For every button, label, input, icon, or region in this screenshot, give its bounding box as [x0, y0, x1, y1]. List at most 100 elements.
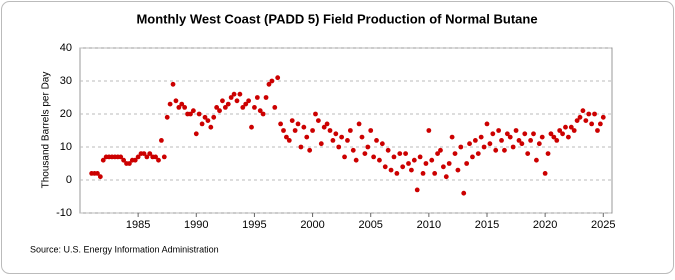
data-point [563, 124, 568, 130]
data-point [272, 105, 278, 110]
data-point [231, 91, 237, 97]
data-point [234, 98, 240, 104]
y-tick-label: -10 [56, 207, 72, 219]
data-point [519, 141, 525, 147]
data-point [487, 141, 493, 147]
data-point [470, 154, 475, 160]
data-point [254, 95, 260, 100]
x-tick-label: 2025 [591, 219, 615, 231]
data-point [440, 164, 446, 170]
data-point [379, 141, 385, 147]
data-point [286, 138, 292, 143]
data-point [327, 128, 333, 133]
data-point [394, 171, 400, 176]
data-point [597, 121, 603, 127]
data-point [557, 128, 563, 133]
data-point [510, 144, 516, 150]
data-point [193, 131, 199, 137]
data-point [310, 128, 315, 133]
data-point [493, 147, 499, 153]
data-point [190, 108, 196, 114]
data-point [368, 128, 374, 133]
data-point [507, 134, 513, 140]
y-tick-label: 30 [60, 75, 72, 87]
data-point [481, 144, 487, 150]
data-point [458, 144, 464, 150]
data-point [478, 134, 484, 140]
data-point [475, 151, 481, 157]
data-point [600, 114, 606, 120]
data-point [127, 161, 132, 166]
data-point [467, 141, 472, 147]
y-axis-label: Thousand Barrels per Day [41, 72, 52, 189]
data-point [409, 167, 414, 173]
data-point [266, 81, 272, 87]
data-point [350, 147, 356, 153]
data-point [414, 187, 420, 193]
data-point [539, 134, 545, 140]
data-point [144, 154, 150, 160]
data-point [333, 131, 339, 137]
data-point [315, 118, 321, 123]
data-point [586, 111, 592, 117]
data-point [321, 124, 327, 130]
data-point [167, 101, 173, 107]
data-point [502, 147, 507, 153]
data-point [97, 174, 103, 180]
data-point [411, 157, 417, 163]
data-point [571, 128, 577, 133]
data-point [222, 105, 228, 110]
data-point [179, 101, 185, 107]
y-tick-label: 0 [66, 174, 72, 186]
data-point [188, 111, 193, 117]
data-point [118, 154, 124, 160]
data-point [170, 81, 176, 87]
data-point [269, 78, 275, 84]
x-tick-label: 2010 [417, 219, 441, 231]
data-point [455, 167, 461, 173]
data-point [301, 124, 307, 130]
data-point [382, 164, 388, 170]
x-tick-label: 2015 [475, 219, 499, 231]
data-point [257, 108, 263, 114]
data-point [356, 121, 362, 127]
source-note: Source: U.S. Energy Information Administ… [30, 244, 219, 254]
data-point [336, 144, 342, 150]
x-tick-label: 2005 [358, 219, 382, 231]
data-point [432, 171, 438, 176]
data-point [496, 128, 502, 133]
y-tick-label: 40 [60, 42, 72, 54]
data-point [449, 134, 455, 140]
data-point [217, 108, 222, 114]
data-point [182, 105, 188, 110]
data-point [580, 108, 586, 114]
data-point [528, 138, 534, 143]
data-point [429, 157, 435, 163]
data-point [426, 128, 432, 133]
data-point [371, 154, 377, 160]
data-point [318, 141, 324, 147]
data-point [438, 147, 443, 153]
data-point [551, 134, 557, 140]
data-point [263, 95, 269, 100]
data-point [205, 118, 211, 123]
data-point [548, 131, 554, 137]
data-point [147, 151, 153, 157]
data-point [420, 171, 426, 176]
data-point [176, 105, 182, 110]
data-point [568, 124, 574, 130]
data-point [504, 131, 510, 137]
data-point [237, 91, 243, 97]
data-point [161, 154, 167, 160]
data-point [560, 131, 565, 137]
data-point [365, 144, 371, 150]
data-point [490, 131, 496, 137]
data-point [164, 114, 170, 120]
data-point [589, 121, 595, 127]
data-point [225, 101, 231, 107]
data-point [554, 138, 560, 143]
data-point [281, 128, 286, 133]
data-point [452, 151, 458, 157]
data-point [403, 151, 408, 157]
